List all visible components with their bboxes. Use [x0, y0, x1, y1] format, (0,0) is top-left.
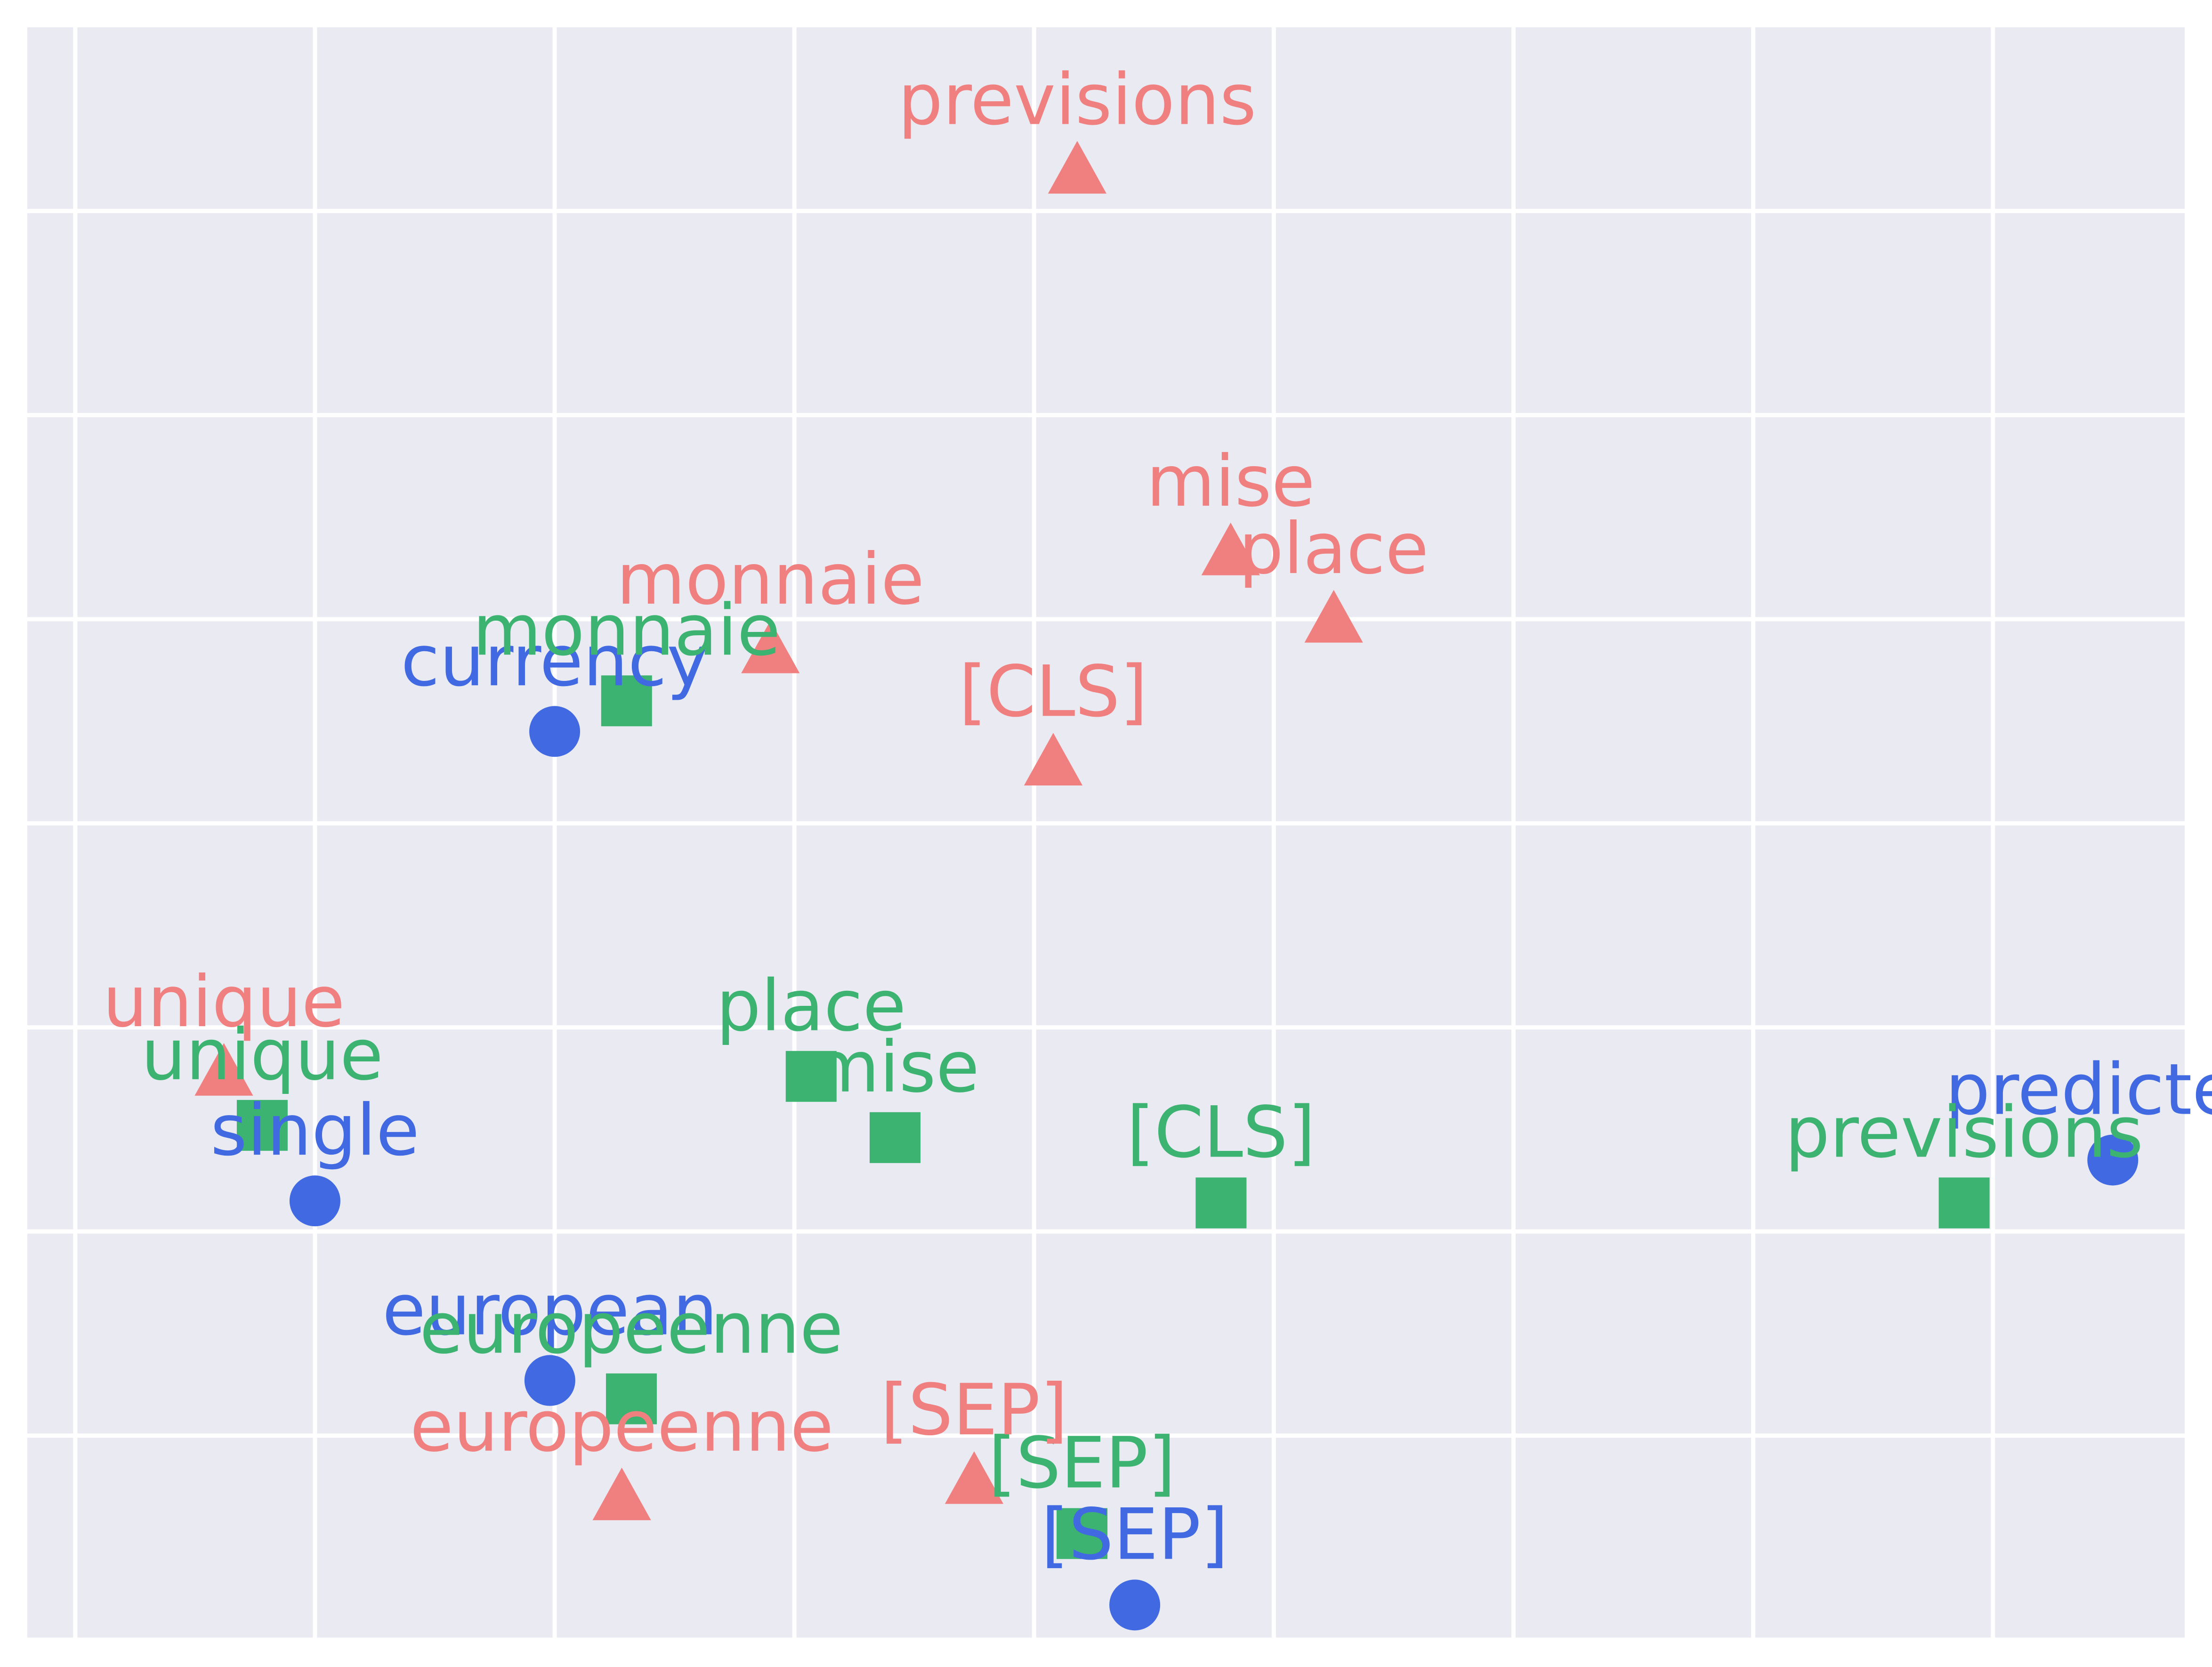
point-square-mise — [869, 1112, 920, 1163]
grid — [27, 27, 2185, 1642]
point-triangle-mise — [1201, 522, 1260, 575]
point-square-previsions — [1938, 1177, 1990, 1229]
point-circle-currency — [529, 706, 581, 757]
point-circle-single — [289, 1175, 340, 1227]
point-triangle-previsions — [1048, 141, 1107, 194]
point-label: predicted — [1945, 1049, 2212, 1131]
point-square-monnaie — [601, 675, 652, 727]
point-label: previsions — [898, 59, 1256, 141]
point-label: mise — [811, 1027, 979, 1109]
point-label: [SEP] — [880, 1369, 1068, 1451]
point-circle-european — [524, 1355, 575, 1406]
point-label: european — [382, 1270, 718, 1351]
point-label: [CLS] — [959, 651, 1148, 733]
point-square-sep — [1057, 1508, 1108, 1559]
point-triangle-place — [1304, 590, 1363, 643]
plot-background — [27, 27, 2185, 1640]
point-label: monnaie — [616, 539, 924, 621]
point-labels: currency single european [SEP] predicted monn… — [103, 59, 2212, 1576]
point-triangle-monnaie — [741, 620, 800, 673]
point-label: unique — [103, 961, 345, 1043]
point-label: previsions — [1785, 1092, 2143, 1173]
point-label: mise — [1146, 441, 1315, 523]
point-circle-sep — [1109, 1579, 1161, 1631]
point-label: monnaie — [473, 590, 781, 672]
point-label: [SEP] — [988, 1423, 1176, 1505]
point-label: [SEP] — [1041, 1494, 1228, 1576]
point-label: place — [1239, 508, 1429, 590]
point-label: single — [210, 1090, 420, 1172]
point-square-unique — [236, 1100, 288, 1151]
point-square-place — [785, 1051, 837, 1102]
point-label: place — [716, 965, 906, 1047]
point-triangle-europeenne — [592, 1467, 651, 1521]
point-triangle-sep — [945, 1451, 1004, 1504]
point-label: currency — [401, 620, 709, 702]
point-label: europeenne — [420, 1288, 843, 1370]
point-triangle-unique — [194, 1043, 253, 1096]
point-triangle-cls — [1024, 733, 1083, 785]
point-circle-predicted — [2087, 1134, 2139, 1186]
point-label: europeenne — [410, 1386, 834, 1468]
point-label: [CLS] — [1127, 1092, 1316, 1173]
point-square-europeenne — [605, 1373, 657, 1424]
data-points — [194, 141, 2139, 1631]
point-square-cls — [1195, 1177, 1247, 1229]
point-label: unique — [141, 1014, 383, 1096]
